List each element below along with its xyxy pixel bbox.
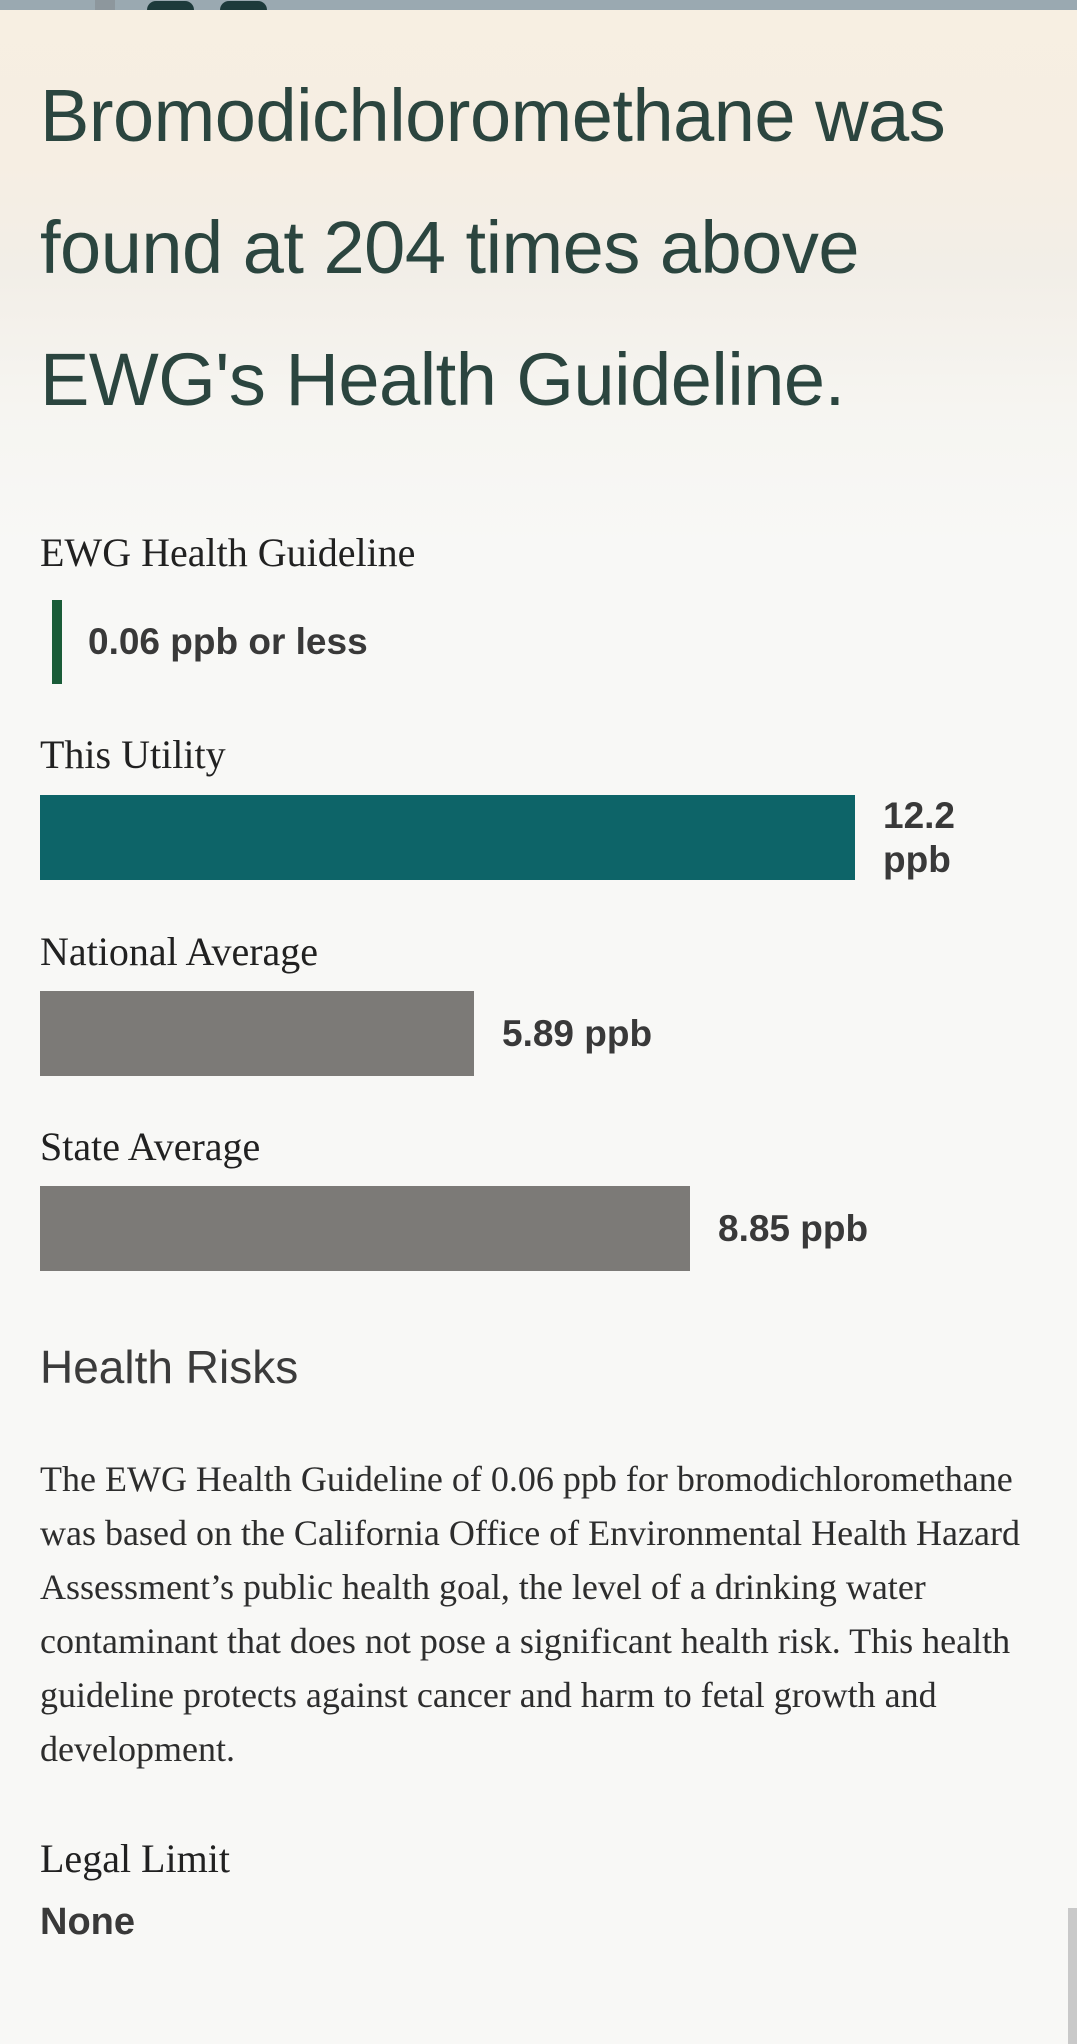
this-utility-value: 12.2 ppb [883,795,956,880]
national-average-bar [40,991,474,1077]
this-utility-bar [40,795,855,881]
legal-limit-label: Legal Limit [40,1836,230,1882]
state-average-bar-row: 8.85 ppb [40,1186,1037,1272]
guideline-tick-bar [52,600,62,684]
guideline-row: 0.06 ppb or less [40,600,1037,684]
state-average-label: State Average [40,1124,261,1170]
this-utility-bar-row: 12.2 ppb [40,794,1037,881]
health-risks-heading: Health Risks [40,1341,299,1394]
state-average-value: 8.85 ppb [718,1207,869,1249]
national-average-value: 5.89 ppb [502,1012,653,1054]
national-average-label: National Average [40,929,319,975]
header-strip-fragment [95,0,115,10]
logo-fragment-icon [220,1,267,10]
national-average-bar-row: 5.89 ppb [40,991,1037,1077]
ewg-health-guideline-label: EWG Health Guideline [40,530,416,575]
guideline-value: 0.06 ppb or less [88,621,368,663]
page-title: Bromodichloromethane was found at 204 ti… [40,50,1037,446]
logo-fragment-icon [147,1,194,10]
page-title-line: found at 204 times above [40,206,860,289]
page-title-line: Bromodichloromethane was [40,74,946,157]
header-strip [0,0,1077,10]
health-risks-paragraph: The EWG Health Guideline of 0.06 ppb for… [40,1459,1020,1770]
this-utility-label: This Utility [40,732,226,777]
state-average-bar [40,1186,690,1272]
scrollbar-thumb[interactable] [1068,1908,1077,2044]
legal-limit-value: None [40,1901,135,1944]
main-content: Bromodichloromethane was found at 204 ti… [40,50,1037,1944]
page-title-line: EWG's Health Guideline. [40,338,845,421]
